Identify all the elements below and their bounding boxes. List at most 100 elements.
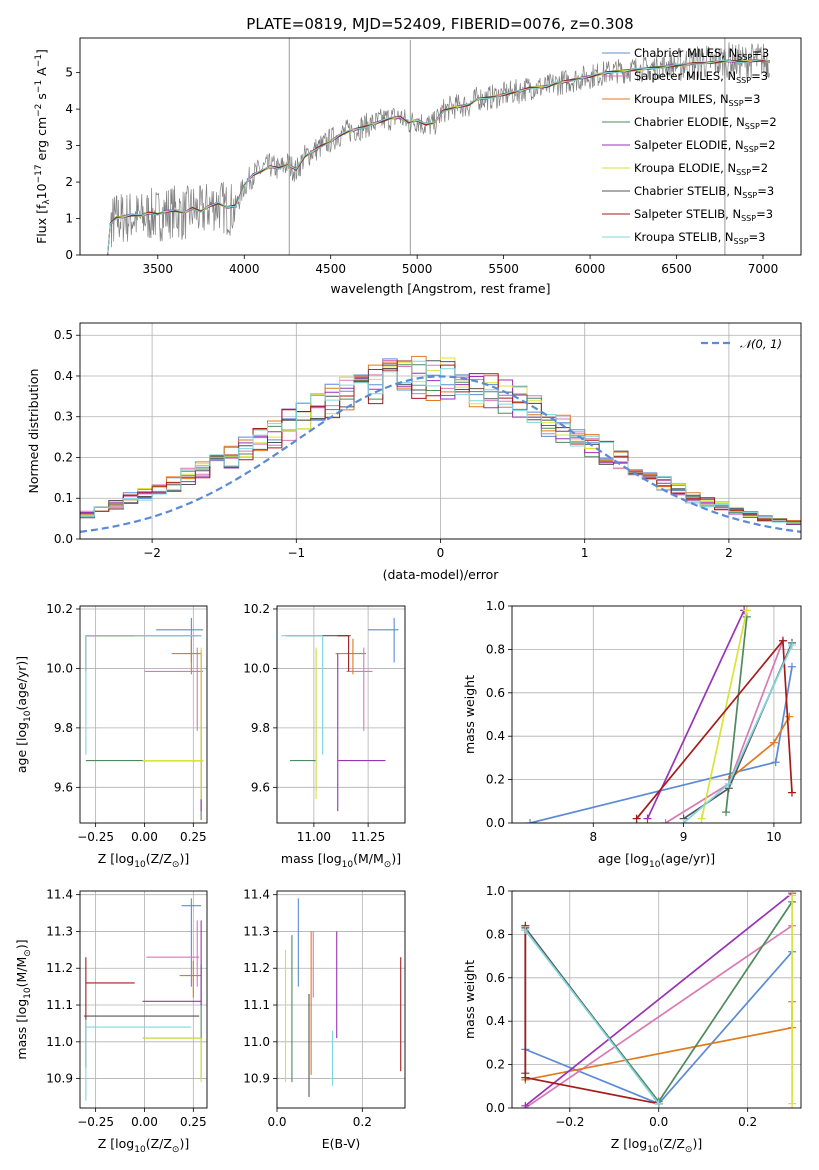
model-chabrier-elodie: [107, 59, 771, 255]
legend-label-2: Kroupa MILES, NSSP=3: [634, 92, 760, 108]
gaussian-curve: [80, 375, 801, 533]
legend-label-5: Kroupa ELODIE, NSSP=2: [634, 161, 768, 177]
weight-marker-7-0: [632, 814, 641, 823]
ytick-label-3: 3: [65, 139, 73, 153]
axes-frame: [276, 890, 406, 1109]
x-axis-label: wavelength [Angstrom, rest frame]: [330, 281, 550, 296]
x-axis-label: Z [log10​(Z/Z⊙​)]: [611, 1136, 702, 1155]
ytick-label-4: 0.4: [54, 369, 73, 383]
axes-frame: [79, 605, 208, 824]
xtick-label-4: 2: [725, 546, 733, 560]
xtick-label-2: 4500: [315, 262, 346, 276]
xtick-label-0: 0.0: [267, 1115, 286, 1129]
legend-label-3: Chabrier ELODIE, NSSP=2: [634, 115, 777, 131]
ytick-label-2: 2: [65, 175, 73, 189]
ytick-label-5: 11.4: [243, 888, 270, 902]
xtick-label-2: 0.25: [180, 830, 207, 844]
x-axis-label: mass [log10​(M/M⊙​)]: [281, 851, 401, 870]
ytick-label-1: 0.2: [486, 773, 505, 787]
plot-area: [83, 898, 202, 1101]
ytick-label-3: 11.2: [243, 961, 270, 975]
model-kroupa-stelib: [107, 59, 770, 254]
ytick-label-3: 11.2: [46, 961, 73, 975]
plot-area: [80, 355, 801, 533]
axes-frame: [79, 890, 208, 1109]
ytick-label-4: 4: [65, 102, 73, 116]
ytick-label-0: 0.0: [54, 532, 73, 546]
ytick-label-0: 9.6: [251, 780, 270, 794]
x-axis-label: E(B-V): [322, 1136, 361, 1151]
ytick-label-2: 11.1: [46, 998, 73, 1012]
axes-frame: [79, 37, 802, 256]
y-axis-label: mass weight: [462, 960, 477, 1039]
panel-spectrum: 3500 4000 4500 5000 5500 6000 6500 7000 0 1 2 3 4 5 wa…: [34, 37, 802, 296]
weight-marker-0-2: [787, 662, 796, 671]
xtick-label-1: 11.25: [351, 830, 385, 844]
model-chabrier-miles: [107, 59, 770, 255]
panel-mass-vs-Z: −0.25 0.00 0.25 10.9 11.0 11.1 11.2 11.3 11.4 Z […: [14, 888, 208, 1155]
plot-area: [85, 617, 204, 821]
ytick-label-2: 11.1: [243, 998, 270, 1012]
ytick-label-4: 11.3: [46, 924, 73, 938]
y-axis-label: age [log10​(age/yr)]: [14, 656, 33, 773]
panel-age-vs-Z: −0.25 0.00 0.25 9.6 9.8 10.0 10.2 Z [log10​(Z/Z…: [14, 602, 208, 870]
ytick-label-1: 9.8: [251, 721, 270, 735]
ytick-label-0: 10.9: [243, 1072, 270, 1086]
weight-line-2: [728, 716, 791, 781]
ytick-label-1: 9.8: [54, 721, 73, 735]
weight-marker-7-1: [778, 636, 787, 645]
xtick-label-6: 6500: [661, 262, 692, 276]
ytick-label-2: 0.4: [486, 729, 505, 743]
xtick-label-0: 11.00: [297, 830, 331, 844]
weight-marker-0-1: [771, 758, 780, 767]
xtick-label-7: 7000: [748, 262, 779, 276]
xtick-label-3: 1: [581, 546, 589, 560]
ytick-label-5: 1.0: [486, 884, 505, 898]
model-salpeter-miles: [107, 59, 770, 255]
panel-massweight-vs-Z: −0.2 0.0 0.2 0.0 0.2 0.4 0.6 0.8 1.0 Z [log10​(Z/…: [462, 884, 802, 1155]
plot-area: [281, 617, 399, 812]
weight-marker-5-1: [788, 891, 797, 900]
ytick-label-1: 1: [65, 212, 73, 226]
observed-spectrum: [107, 42, 770, 255]
model-kroupa-elodie: [107, 60, 770, 255]
histogram-kroupa-stelib: [80, 360, 801, 527]
model-chabrier-stelib: [107, 60, 770, 255]
ytick-label-4: 0.8: [486, 642, 505, 656]
weight-marker-7-1: [521, 1073, 530, 1082]
ytick-label-2: 0.2: [54, 450, 73, 464]
xtick-label-2: 0: [437, 546, 445, 560]
xtick-label-2: 10: [766, 830, 781, 844]
ytick-label-1: 11.0: [46, 1035, 73, 1049]
xtick-label-0: 8: [589, 830, 597, 844]
ytick-label-2: 0.4: [486, 1014, 505, 1028]
model-kroupa-miles: [107, 59, 771, 255]
x-axis-label: Z [log10​(Z/Z⊙​)]: [98, 1136, 189, 1155]
weight-marker-8-0: [521, 926, 530, 935]
legend-label-0: Chabrier MILES, NSSP=3: [634, 46, 769, 62]
ytick-label-3: 0.3: [54, 410, 73, 424]
plot-area: [284, 898, 402, 1097]
xtick-label-1: 0.0: [649, 1115, 668, 1129]
ytick-label-0: 0: [65, 248, 73, 262]
ytick-label-0: 0.0: [486, 1101, 505, 1115]
xtick-label-0: −2: [143, 546, 161, 560]
ytick-label-3: 10.2: [243, 602, 270, 616]
weight-line-0: [529, 666, 793, 823]
panel-mass-vs-EBV: 0.0 0.2 10.9 11.0 11.1 11.2 11.3 11.4 E(B-V): [243, 888, 406, 1151]
xtick-label-3: 5000: [402, 262, 433, 276]
x-axis-label: (data-model)/error: [383, 567, 500, 582]
panel-massweight-vs-age: 8 9 10 0.0 0.2 0.4 0.6 0.8 1.0 age [log10​(age/yr…: [462, 599, 802, 870]
plot-area: [107, 38, 771, 255]
ytick-label-4: 0.8: [486, 927, 505, 941]
panel-age-vs-mass: 11.00 11.25 9.6 9.8 10.0 10.2 mass [log10​(M/M…: [243, 602, 406, 870]
legend-label-6: Chabrier STELIB, NSSP=3: [634, 184, 774, 200]
xtick-label-0: −0.2: [555, 1115, 584, 1129]
x-axis-label: Z [log10​(Z/Z⊙​)]: [98, 851, 189, 870]
ytick-label-5: 0.5: [54, 328, 73, 342]
xtick-label-1: 4000: [229, 262, 260, 276]
xtick-label-2: 0.2: [738, 1115, 757, 1129]
ytick-label-2: 10.0: [46, 661, 73, 675]
y-axis-label: mass [log10​(M/M⊙​)]: [14, 939, 33, 1059]
weight-marker-3-0: [722, 808, 731, 817]
